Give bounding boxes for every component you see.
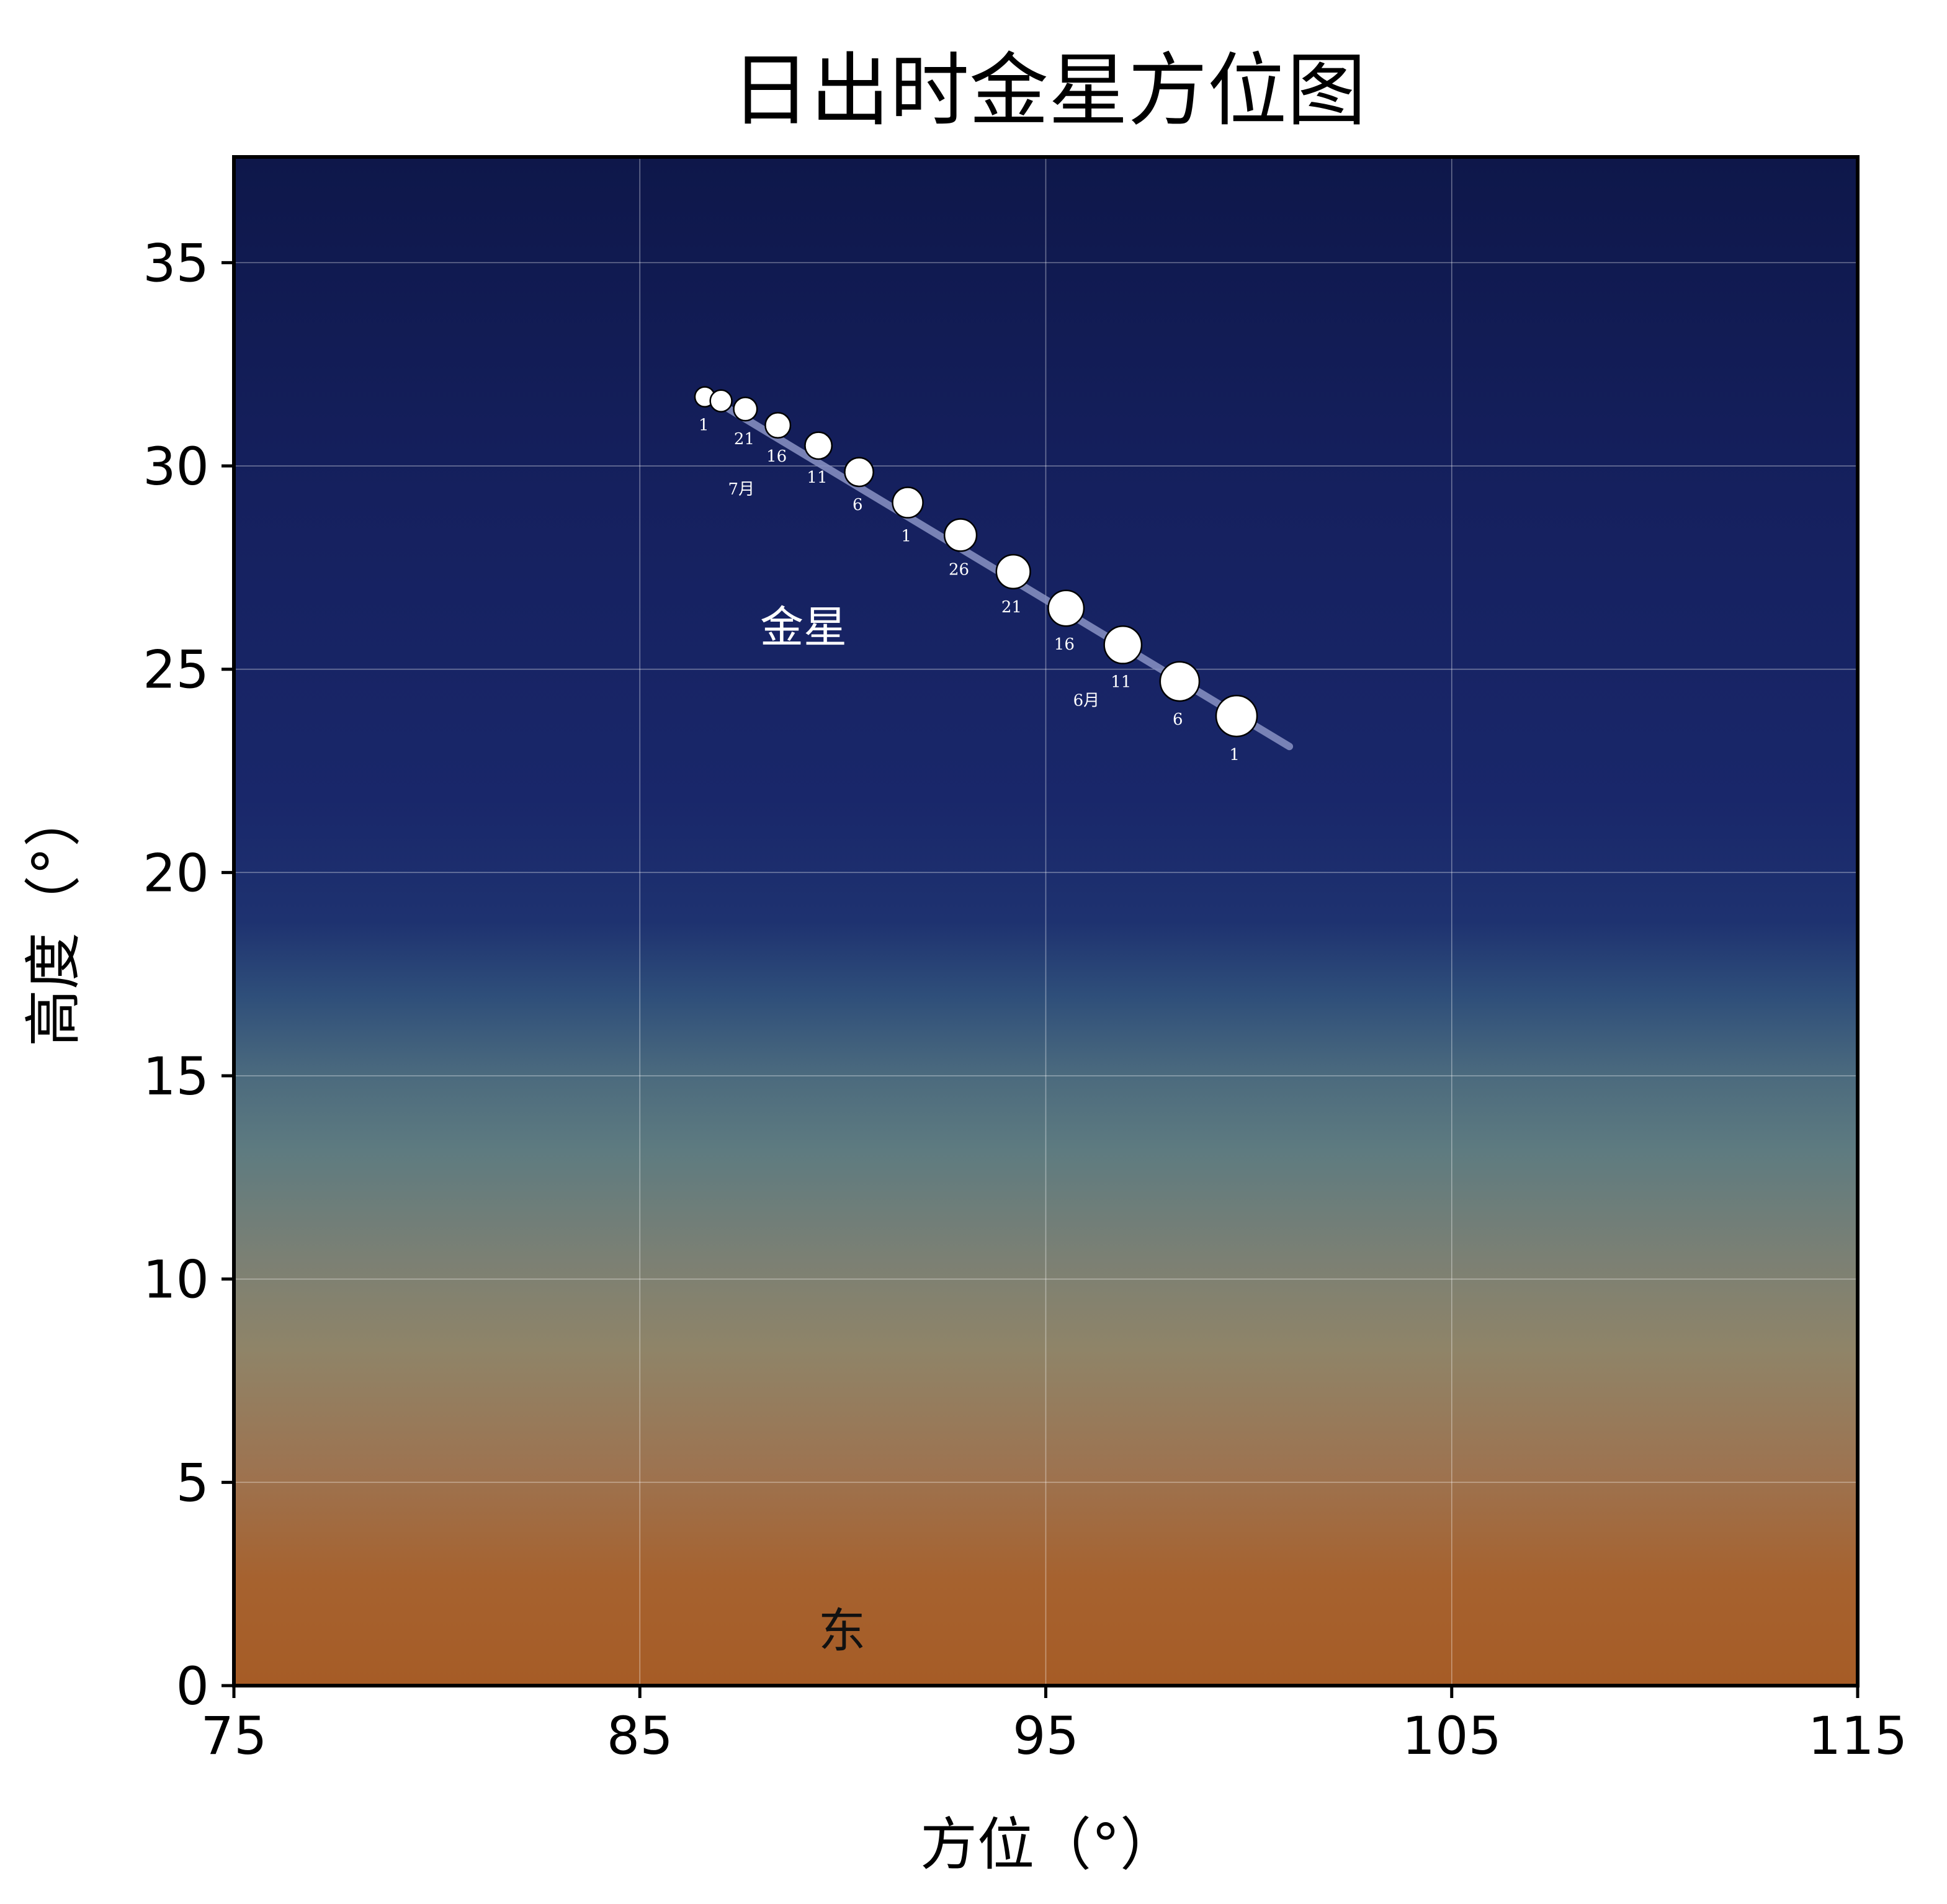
venus-marker — [892, 486, 924, 519]
x-tick-label: 75 — [201, 1705, 267, 1766]
grid-lines — [234, 157, 1858, 1686]
venus-marker — [804, 431, 833, 460]
date-label: 6 — [853, 496, 863, 514]
month-labels: 6月 7月 — [728, 480, 1100, 710]
y-tick-label: 5 — [176, 1452, 209, 1513]
date-label: 6 — [1173, 710, 1183, 729]
y-tick-label: 10 — [143, 1249, 209, 1310]
y-tick-label: 20 — [143, 842, 209, 903]
venus-marker — [709, 389, 733, 413]
date-label: 1 — [901, 527, 911, 546]
plot-area — [234, 157, 1858, 1686]
month-label: 6月 — [1073, 692, 1100, 710]
x-axis: 75 85 95 105 115 — [201, 1686, 1907, 1766]
y-tick-label: 35 — [143, 233, 209, 293]
y-tick-label: 25 — [143, 640, 209, 700]
y-tick-label: 30 — [143, 436, 209, 497]
y-tick-label: 0 — [176, 1656, 209, 1717]
venus-marker — [844, 457, 874, 488]
x-tick-label: 105 — [1402, 1705, 1502, 1766]
month-label: 7月 — [728, 480, 755, 499]
date-label: 16 — [766, 447, 787, 466]
venus-marker — [1159, 661, 1201, 702]
venus-marker — [1103, 625, 1143, 664]
venus-marker — [733, 396, 758, 422]
venus-marker — [764, 412, 792, 439]
chart-title: 日出时金星方位图 — [731, 45, 1366, 137]
x-tick-label: 95 — [1013, 1705, 1079, 1766]
x-axis-label: 方位（°） — [920, 1812, 1177, 1878]
date-label: 11 — [807, 468, 827, 487]
y-axis-label: 高度（°） — [20, 790, 87, 1047]
date-label: 1 — [699, 416, 709, 435]
direction-label: 东 — [818, 1603, 866, 1658]
y-tick-label: 15 — [143, 1046, 209, 1107]
date-label: 26 — [949, 560, 969, 579]
date-label: 21 — [734, 430, 754, 449]
venus-marker — [995, 553, 1031, 590]
x-tick-label: 85 — [607, 1705, 673, 1766]
date-label: 1 — [1229, 746, 1240, 764]
date-label: 11 — [1111, 673, 1131, 692]
venus-marker — [1215, 694, 1258, 738]
series-label: 金星 — [760, 602, 847, 653]
date-label: 21 — [1001, 598, 1022, 617]
y-axis: 0 5 10 15 20 25 30 35 — [143, 233, 234, 1717]
venus-marker — [943, 518, 978, 552]
venus-markers — [694, 386, 1258, 738]
x-tick-label: 115 — [1808, 1705, 1907, 1766]
venus-marker — [1047, 589, 1085, 627]
date-label: 16 — [1054, 635, 1075, 654]
